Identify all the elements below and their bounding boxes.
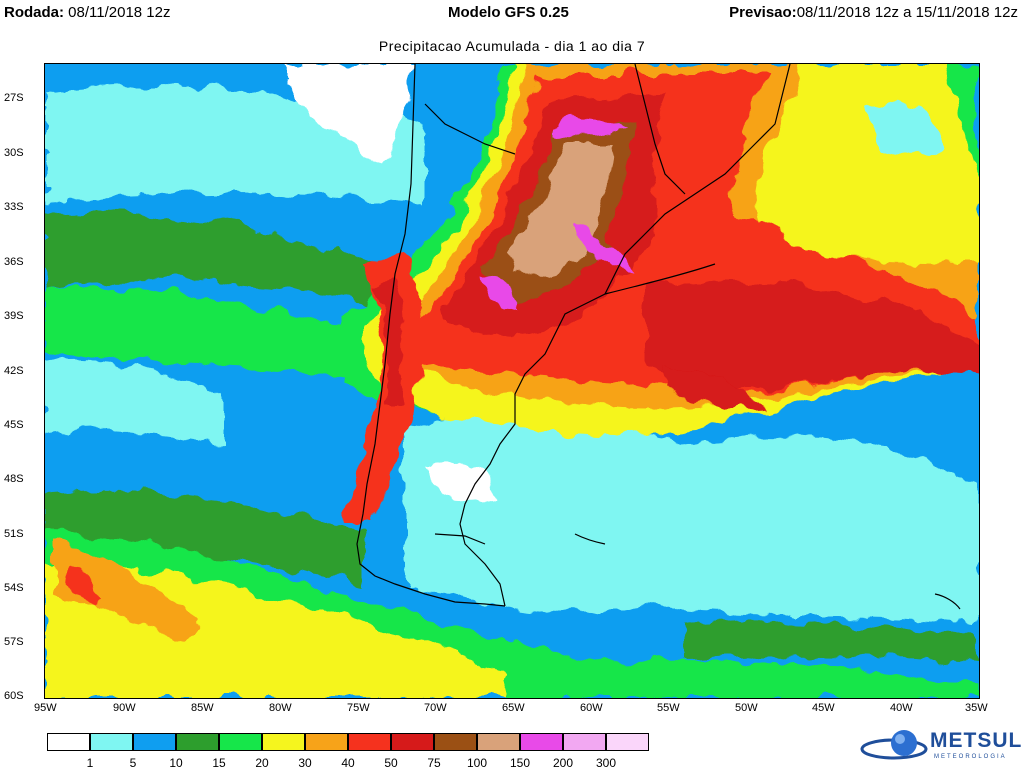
lat-label: 30S	[4, 147, 24, 159]
precipitation-field	[45, 64, 979, 698]
model-title: Modelo GFS 0.25	[448, 4, 569, 21]
lon-label: 90W	[113, 702, 136, 714]
legend-level: 150	[509, 756, 531, 770]
legend-level: 10	[169, 756, 183, 770]
legend-level: 40	[341, 756, 355, 770]
lat-label: 57S	[4, 636, 24, 648]
logo-name: METSUL	[930, 729, 1023, 752]
run-value: 08/11/2018 12z	[68, 4, 171, 21]
legend-swatch	[434, 733, 477, 751]
lon-label: 45W	[812, 702, 835, 714]
run-date: Rodada: 08/11/2018 12z	[4, 4, 170, 21]
logo-tagline: METEOROLOGIA	[934, 754, 1007, 760]
lon-label: 35W	[965, 702, 988, 714]
legend-swatch	[563, 733, 606, 751]
metsul-logo: METSUL METEOROLOGIA	[860, 727, 1023, 767]
legend-level: 100	[466, 756, 488, 770]
lon-label: 95W	[34, 702, 57, 714]
lon-label: 65W	[502, 702, 525, 714]
legend-level: 1	[86, 756, 94, 770]
globe-icon	[860, 730, 928, 760]
lat-label: 45S	[4, 419, 24, 431]
forecast-period: Previsao:08/11/2018 12z a 15/11/2018 12z	[729, 4, 1018, 21]
map-subtitle: Precipitacao Acumulada - dia 1 ao dia 7	[378, 38, 646, 54]
legend-swatch	[305, 733, 348, 751]
lon-label: 55W	[657, 702, 680, 714]
lon-label: 80W	[269, 702, 292, 714]
legend-swatch	[219, 733, 262, 751]
lat-label: 42S	[4, 365, 24, 377]
legend-swatch	[47, 733, 90, 751]
legend-swatch	[262, 733, 305, 751]
lon-label: 50W	[735, 702, 758, 714]
legend-level: 20	[255, 756, 269, 770]
lat-label: 33S	[4, 201, 24, 213]
legend-level: 5	[129, 756, 137, 770]
lon-label: 75W	[347, 702, 370, 714]
legend-level: 200	[552, 756, 574, 770]
model-name: Modelo GFS 0.25	[448, 4, 569, 21]
legend-swatch	[348, 733, 391, 751]
lon-label: 85W	[191, 702, 214, 714]
legend-swatch	[391, 733, 434, 751]
legend-level: 30	[298, 756, 312, 770]
lon-label: 60W	[580, 702, 603, 714]
lat-label: 60S	[4, 690, 24, 702]
legend-swatch	[606, 733, 649, 751]
lat-label: 36S	[4, 256, 24, 268]
lat-label: 48S	[4, 473, 24, 485]
legend-swatch	[176, 733, 219, 751]
legend-swatch	[133, 733, 176, 751]
legend-level: 75	[427, 756, 441, 770]
legend-swatch	[520, 733, 563, 751]
precipitation-map	[44, 63, 980, 699]
legend-level: 15	[212, 756, 226, 770]
lat-label: 51S	[4, 528, 24, 540]
legend-swatch	[477, 733, 520, 751]
legend-level: 300	[595, 756, 617, 770]
lon-label: 70W	[424, 702, 447, 714]
forecast-value: 08/11/2018 12z a 15/11/2018 12z	[796, 4, 1018, 21]
legend-level: 50	[384, 756, 398, 770]
forecast-label: Previsao:	[729, 4, 797, 21]
lat-label: 27S	[4, 92, 24, 104]
run-label: Rodada:	[4, 4, 64, 21]
lat-label: 39S	[4, 310, 24, 322]
legend-swatch	[90, 733, 133, 751]
lat-label: 54S	[4, 582, 24, 594]
lon-label: 40W	[890, 702, 913, 714]
